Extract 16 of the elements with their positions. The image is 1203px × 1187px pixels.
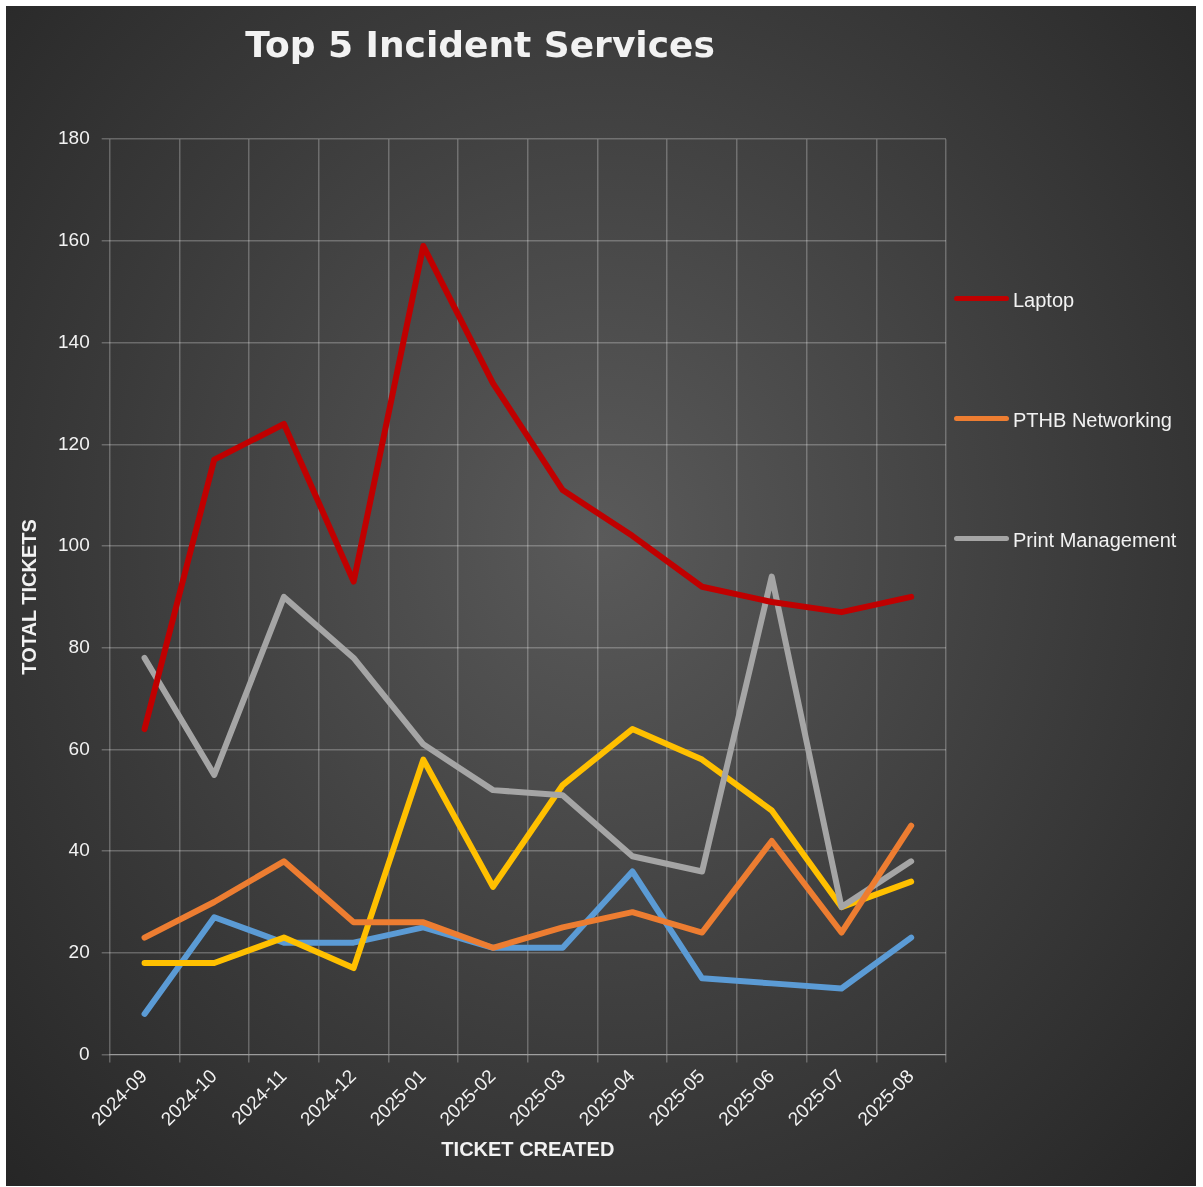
y-axis-title: TOTAL TICKETS bbox=[17, 519, 40, 675]
y-tick-label: 160 bbox=[58, 229, 90, 251]
x-axis-title: TICKET CREATED bbox=[441, 1137, 615, 1160]
legend-label: PTHB Networking bbox=[1013, 408, 1172, 433]
y-tick-label: 140 bbox=[58, 330, 90, 352]
y-tick-label: 100 bbox=[58, 534, 90, 556]
y-tick-label: 80 bbox=[68, 635, 90, 657]
legend-label: Print Management bbox=[1013, 528, 1177, 553]
y-tick-label: 40 bbox=[68, 839, 90, 861]
legend-label: Laptop bbox=[1013, 288, 1075, 313]
y-tick-label: 120 bbox=[58, 432, 90, 454]
chart-title: Top 5 Incident Services bbox=[245, 23, 715, 65]
y-tick-label: 20 bbox=[68, 941, 90, 963]
y-tick-label: 180 bbox=[58, 127, 90, 149]
y-tick-label: 60 bbox=[68, 737, 90, 759]
y-tick-label: 0 bbox=[79, 1042, 90, 1064]
